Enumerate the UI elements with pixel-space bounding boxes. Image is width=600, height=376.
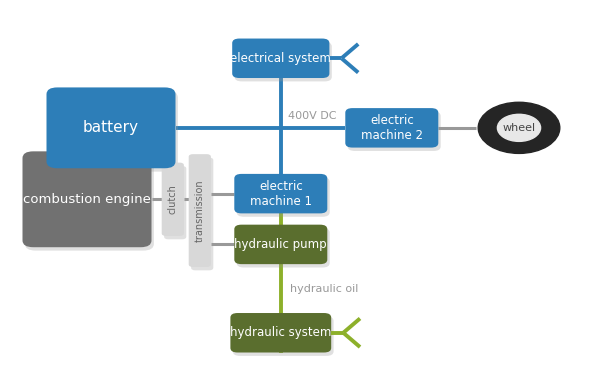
FancyBboxPatch shape [49, 91, 178, 171]
Text: hydraulic system: hydraulic system [230, 326, 331, 339]
FancyBboxPatch shape [164, 166, 186, 240]
FancyBboxPatch shape [235, 225, 328, 264]
FancyBboxPatch shape [162, 163, 184, 236]
Text: wheel: wheel [502, 123, 536, 133]
Text: electric
machine 1: electric machine 1 [250, 180, 312, 208]
FancyBboxPatch shape [235, 174, 328, 214]
FancyBboxPatch shape [191, 158, 214, 270]
Circle shape [478, 102, 560, 153]
Text: combustion engine: combustion engine [23, 193, 151, 206]
FancyBboxPatch shape [47, 88, 176, 168]
Text: battery: battery [83, 120, 139, 135]
FancyBboxPatch shape [23, 152, 151, 247]
FancyBboxPatch shape [346, 108, 438, 147]
Text: hydraulic oil: hydraulic oil [290, 284, 358, 294]
FancyBboxPatch shape [235, 42, 332, 82]
Text: clutch: clutch [168, 184, 178, 214]
Text: electrical system: electrical system [230, 52, 331, 65]
FancyBboxPatch shape [25, 155, 154, 251]
FancyBboxPatch shape [348, 111, 441, 151]
FancyBboxPatch shape [230, 313, 331, 353]
Text: hydraulic pump: hydraulic pump [235, 238, 327, 251]
Text: electric
machine 2: electric machine 2 [361, 114, 423, 142]
FancyBboxPatch shape [237, 228, 330, 268]
Circle shape [497, 114, 541, 141]
FancyBboxPatch shape [232, 39, 329, 78]
Text: 400V DC: 400V DC [288, 111, 337, 121]
FancyBboxPatch shape [233, 317, 334, 356]
FancyBboxPatch shape [188, 154, 211, 267]
FancyBboxPatch shape [237, 177, 330, 217]
Text: transmission: transmission [195, 179, 205, 242]
